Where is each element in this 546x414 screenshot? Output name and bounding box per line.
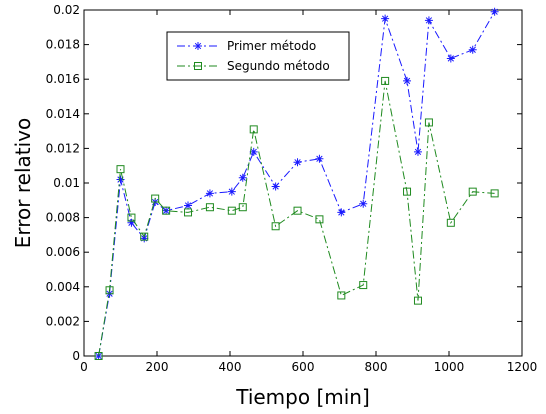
y-tick-label: 0.02 xyxy=(53,3,80,17)
x-tick-label: 1000 xyxy=(434,360,465,374)
data-point xyxy=(293,206,302,215)
data-point xyxy=(151,194,160,203)
series-2 xyxy=(94,76,499,360)
data-point xyxy=(468,45,477,54)
y-axis-title: Error relativo xyxy=(11,118,35,248)
series-line xyxy=(98,11,496,357)
y-tick-label: 0.018 xyxy=(46,38,80,52)
data-point xyxy=(249,147,258,156)
data-point xyxy=(293,158,302,167)
data-point xyxy=(116,165,125,174)
data-point xyxy=(238,203,247,212)
data-point xyxy=(403,187,412,196)
data-point xyxy=(249,125,258,134)
x-tick-label: 600 xyxy=(292,360,315,374)
data-point xyxy=(205,189,214,198)
legend: Primer método Segundo método xyxy=(166,31,350,81)
data-point xyxy=(140,232,149,241)
series-layer xyxy=(94,7,499,360)
data-point xyxy=(238,173,247,182)
data-point xyxy=(446,54,455,63)
x-tick-label: 200 xyxy=(146,360,169,374)
data-point xyxy=(337,208,346,217)
data-point xyxy=(468,187,477,196)
x-tick-label: 1200 xyxy=(507,360,538,374)
data-point xyxy=(424,16,433,25)
legend-label: Segundo método xyxy=(227,59,330,73)
y-tick-label: 0.002 xyxy=(46,314,80,328)
data-point xyxy=(359,199,368,208)
data-point xyxy=(337,291,346,300)
data-point xyxy=(446,218,455,227)
y-tick-label: 0.006 xyxy=(46,245,80,259)
data-point xyxy=(271,182,280,191)
x-tick-label: 0 xyxy=(80,360,88,374)
x-axis-title: Tiempo [min] xyxy=(235,385,370,409)
data-point xyxy=(413,296,422,305)
data-point xyxy=(490,7,499,16)
data-point xyxy=(140,234,149,243)
y-tick-label: 0.004 xyxy=(46,280,80,294)
data-point xyxy=(359,281,368,290)
data-point xyxy=(127,218,136,227)
data-point xyxy=(227,187,236,196)
data-point xyxy=(227,206,236,215)
y-tick-label: 0.008 xyxy=(46,211,80,225)
data-point xyxy=(184,208,193,217)
y-tick-label: 0 xyxy=(72,349,80,363)
data-point xyxy=(381,14,390,23)
y-tick-label: 0.01 xyxy=(53,176,80,190)
x-tick-label: 400 xyxy=(219,360,242,374)
data-point xyxy=(271,222,280,231)
data-point xyxy=(490,189,499,198)
data-point xyxy=(94,352,103,360)
x-tick-label: 800 xyxy=(365,360,388,374)
data-point xyxy=(116,175,125,184)
legend-label: Primer método xyxy=(227,39,316,53)
data-point xyxy=(413,147,422,156)
data-point xyxy=(424,118,433,127)
y-tick-label: 0.014 xyxy=(46,107,80,121)
y-tick-label: 0.016 xyxy=(46,72,80,86)
y-tick-label: 0.012 xyxy=(46,141,80,155)
data-point xyxy=(381,76,390,85)
data-point xyxy=(162,206,171,215)
data-point xyxy=(127,213,136,222)
data-point xyxy=(315,154,324,163)
data-point xyxy=(315,215,324,224)
legend-box xyxy=(166,31,350,81)
data-point xyxy=(403,76,412,85)
data-point xyxy=(184,201,193,210)
data-point xyxy=(205,203,214,212)
legend-marker xyxy=(194,62,202,70)
legend-marker xyxy=(194,42,202,50)
data-point xyxy=(105,286,114,295)
